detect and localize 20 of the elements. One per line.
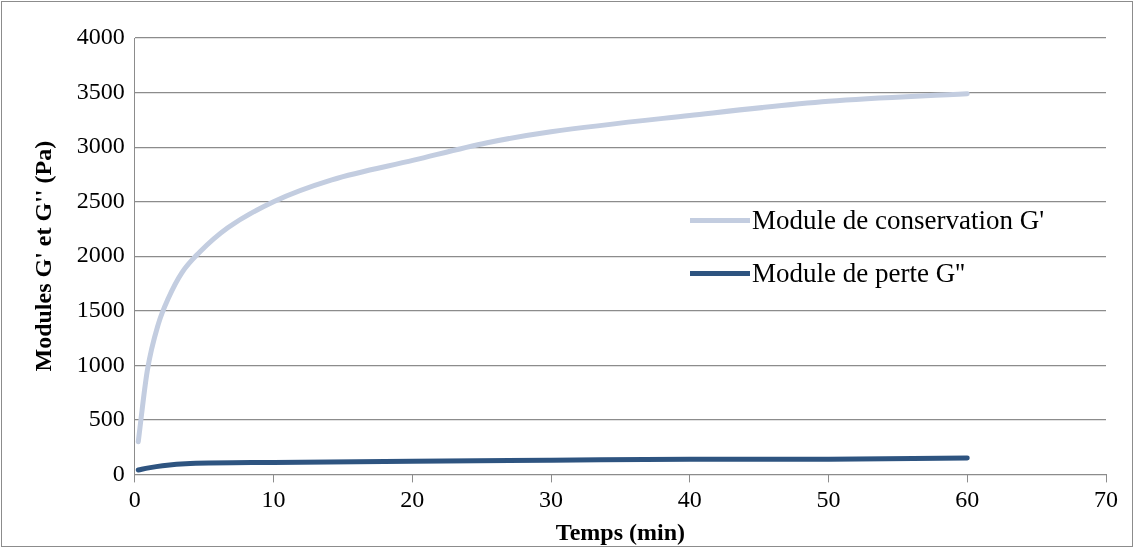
y-tick-label: 3000 [76, 132, 125, 159]
x-tick-label: 30 [539, 486, 564, 513]
y-tick-label: 2500 [76, 186, 125, 213]
y-tick-label: 2000 [76, 241, 125, 268]
x-tick-label: 60 [955, 486, 980, 513]
x-axis-title: Temps (min) [555, 518, 685, 545]
y-tick-label: 1500 [76, 296, 125, 323]
x-tick-label: 10 [261, 486, 286, 513]
x-tick-label: 50 [816, 486, 841, 513]
y-tick-label: 3500 [76, 77, 125, 104]
y-tick-label: 1000 [76, 350, 125, 377]
legend-label: Module de perte G'' [752, 258, 965, 289]
y-axis-title: Modules G' et G'' (Pa) [29, 140, 56, 372]
y-tick-label: 4000 [76, 23, 125, 50]
x-tick-label: 40 [677, 486, 702, 513]
x-tick-label: 70 [1094, 486, 1118, 513]
y-tick-label: 0 [112, 459, 125, 486]
legend-label: Module de conservation G' [752, 205, 1045, 236]
y-tick-label: 500 [88, 405, 125, 432]
x-tick-label: 20 [400, 486, 425, 513]
